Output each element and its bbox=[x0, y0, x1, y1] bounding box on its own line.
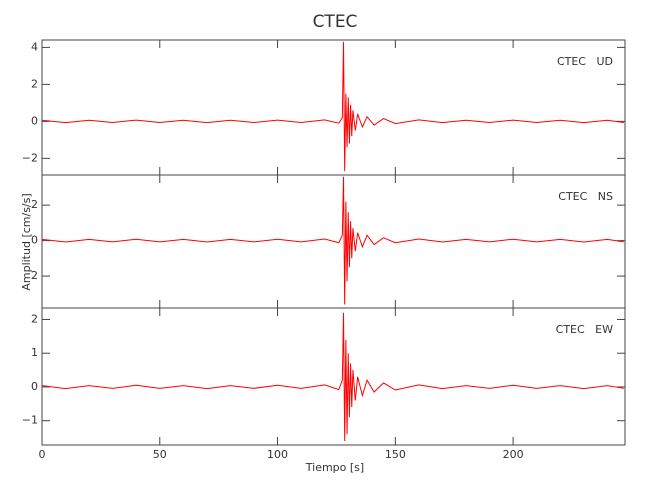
legend-label: CTEC EW bbox=[556, 323, 613, 336]
y-tick-label: 2 bbox=[31, 77, 38, 90]
panel-frame bbox=[41, 307, 626, 446]
y-tick-label: 1 bbox=[31, 346, 38, 359]
x-tick-label: 100 bbox=[267, 448, 288, 461]
y-tick-label: 2 bbox=[31, 198, 38, 211]
legend-label: CTEC NS bbox=[558, 190, 613, 203]
y-axis-label: Amplitud [cm/s/s] bbox=[20, 193, 33, 290]
x-tick-label: 200 bbox=[503, 448, 524, 461]
x-tick-label: 0 bbox=[39, 448, 46, 461]
y-tick-label: 2 bbox=[31, 312, 38, 325]
trace bbox=[41, 312, 624, 441]
x-axis-label: Tiempo [s] bbox=[305, 461, 364, 474]
y-tick-label: 0 bbox=[31, 114, 38, 127]
x-tick-label: 150 bbox=[385, 448, 406, 461]
trace bbox=[41, 176, 624, 305]
y-tick-label: 0 bbox=[31, 380, 38, 393]
trace bbox=[41, 41, 624, 172]
x-tick-label: 50 bbox=[153, 448, 167, 461]
legend-label: CTEC UD bbox=[557, 55, 613, 68]
y-tick-label: 4 bbox=[31, 40, 38, 53]
y-tick-label: −1 bbox=[22, 414, 38, 427]
y-tick-label: 0 bbox=[31, 234, 38, 247]
panel-frame bbox=[41, 39, 626, 176]
chart-title: CTEC bbox=[313, 12, 358, 32]
y-tick-label: −2 bbox=[22, 151, 38, 164]
y-tick-label: 2 bbox=[31, 269, 38, 282]
